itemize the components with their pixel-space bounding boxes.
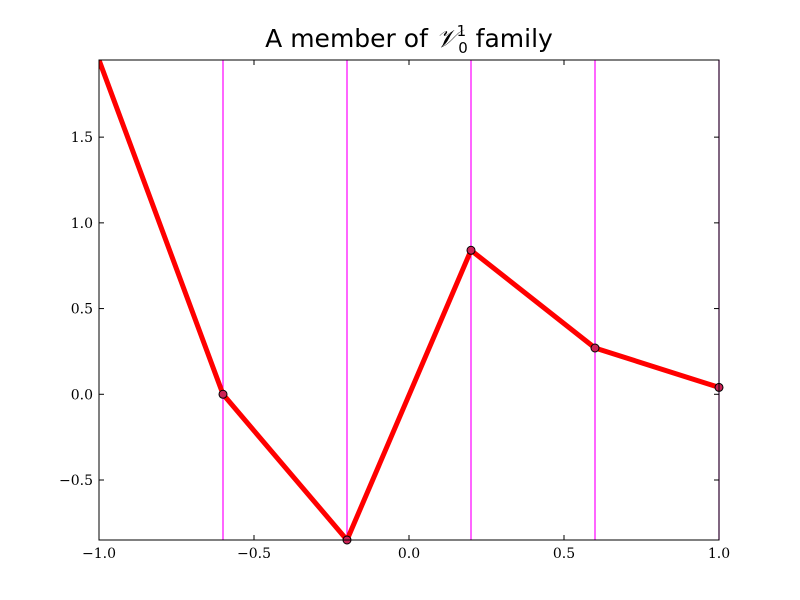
title-prefix: A member of — [265, 24, 436, 53]
y-tick-label: 0.0 — [71, 387, 93, 403]
y-tick-label: 1.5 — [71, 130, 93, 146]
title-suffix: family — [468, 24, 553, 53]
x-tick-label: 1.0 — [708, 546, 730, 562]
x-tick-label: 0.5 — [553, 546, 575, 562]
plot-area: −1.0 −0.5 0.0 0.5 1.0 −0.5 0.0 0.5 1.0 1.5 — [59, 59, 730, 562]
axes-frame — [98, 59, 720, 541]
series-group — [99, 60, 719, 540]
data-point-marker — [590, 343, 600, 353]
x-tick-label: −0.5 — [237, 546, 271, 562]
x-tick-label: −1.0 — [82, 546, 116, 562]
y-tick-label: 1.0 — [71, 216, 93, 232]
data-point-marker — [466, 245, 476, 255]
title-superscript: 1 — [457, 22, 467, 40]
y-tick-label: 0.5 — [71, 302, 93, 318]
y-tick-label: −0.5 — [59, 473, 93, 489]
x-tick-label: 0.0 — [398, 546, 420, 562]
series-line — [99, 60, 719, 540]
chart-title: A member of 𝒱1 0 family — [265, 22, 553, 57]
title-subscript: 0 — [458, 39, 468, 57]
data-point-marker — [218, 389, 228, 399]
